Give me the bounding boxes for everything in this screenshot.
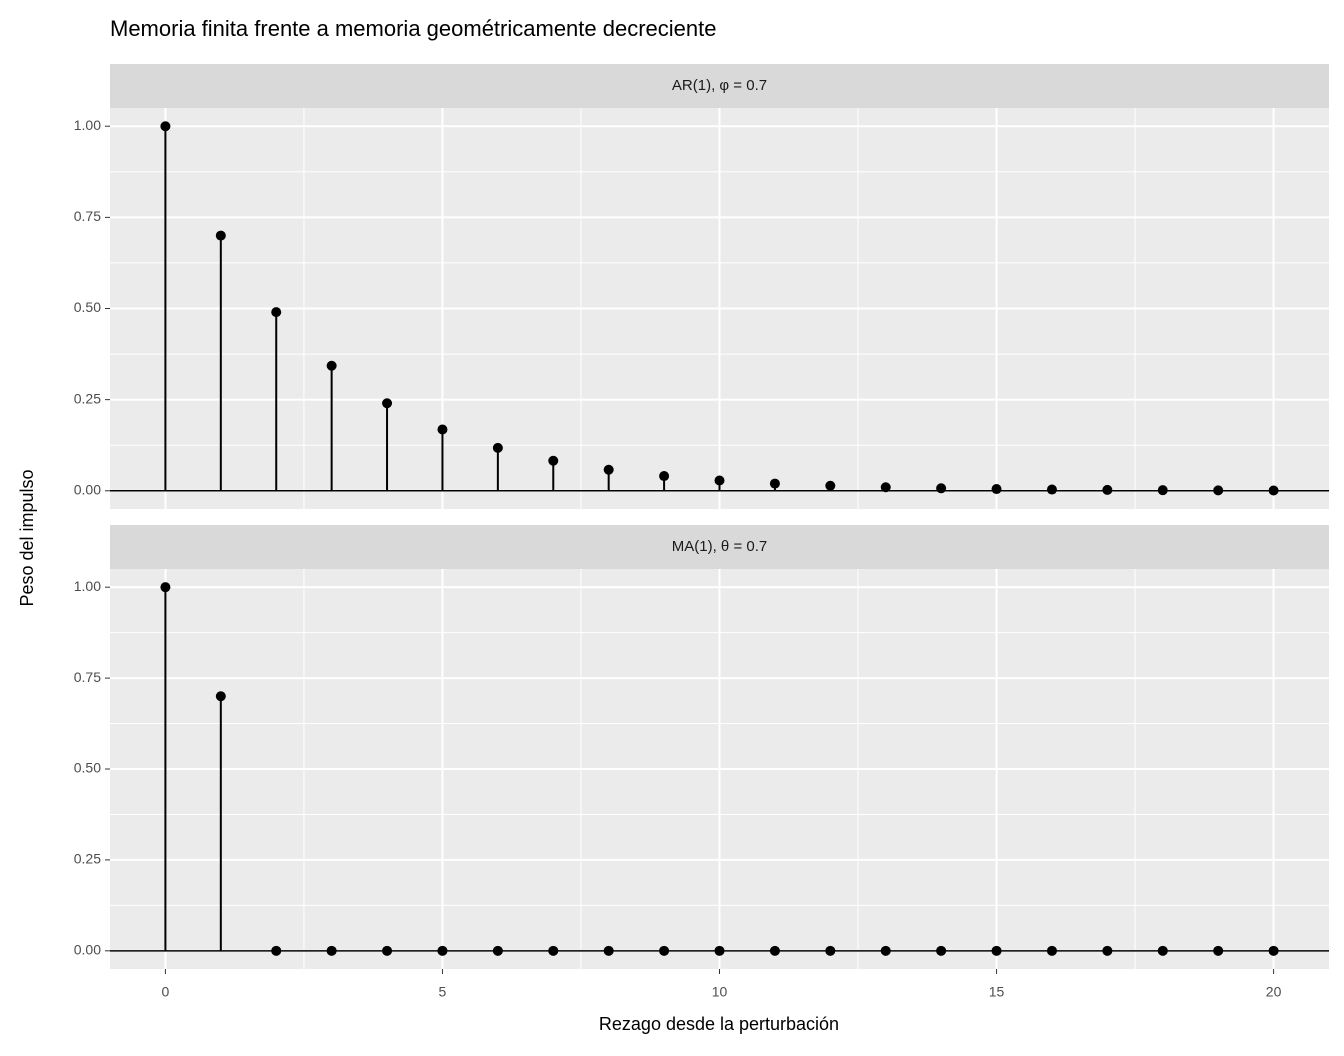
point (769, 945, 780, 956)
strip-label: AR(1), φ = 0.7 (672, 77, 767, 94)
point (160, 582, 171, 593)
y-tick-label: 0.00 (74, 481, 101, 497)
y-tick-label: 0.75 (74, 208, 101, 224)
point (326, 945, 337, 956)
point (1046, 945, 1057, 956)
point (1102, 945, 1113, 956)
y-axis-title: Peso del impulso (17, 469, 37, 606)
point (215, 230, 226, 241)
point (548, 455, 559, 466)
point (382, 398, 393, 409)
x-axis-title: Rezago desde la perturbación (599, 1014, 839, 1034)
point (1157, 945, 1168, 956)
point (991, 484, 1002, 495)
point (382, 945, 393, 956)
point (326, 360, 337, 371)
y-tick-label: 0.25 (74, 851, 101, 867)
point (603, 945, 614, 956)
point (437, 945, 448, 956)
point (1157, 485, 1168, 496)
point (1268, 485, 1279, 496)
point (215, 691, 226, 702)
x-tick-label: 15 (989, 984, 1005, 1000)
point (880, 945, 891, 956)
point (492, 442, 503, 453)
y-tick-label: 1.00 (74, 578, 101, 594)
point (880, 482, 891, 493)
x-tick-label: 20 (1266, 984, 1282, 1000)
point (603, 464, 614, 475)
y-tick-label: 0.25 (74, 390, 101, 406)
chart-title: Memoria finita frente a memoria geométri… (110, 16, 717, 41)
point (659, 471, 670, 482)
point (1213, 945, 1224, 956)
point (659, 945, 670, 956)
point (714, 945, 725, 956)
x-tick-label: 5 (439, 984, 447, 1000)
point (160, 121, 171, 132)
point (936, 945, 947, 956)
y-tick-label: 0.50 (74, 299, 101, 315)
point (437, 424, 448, 435)
point (825, 945, 836, 956)
x-tick-label: 10 (712, 984, 728, 1000)
x-tick-label: 0 (162, 984, 170, 1000)
strip-label: MA(1), θ = 0.7 (672, 538, 767, 555)
point (1213, 485, 1224, 496)
y-tick-label: 0.50 (74, 760, 101, 776)
point (714, 475, 725, 486)
y-tick-label: 1.00 (74, 117, 101, 133)
point (271, 945, 282, 956)
point (1268, 945, 1279, 956)
point (1102, 484, 1113, 495)
point (492, 945, 503, 956)
strip (110, 525, 1329, 569)
point (548, 945, 559, 956)
strip (110, 64, 1329, 108)
y-tick-label: 0.75 (74, 669, 101, 685)
point (769, 478, 780, 489)
point (825, 480, 836, 491)
point (1046, 484, 1057, 495)
point (991, 945, 1002, 956)
point (271, 307, 282, 318)
y-tick-label: 0.00 (74, 942, 101, 958)
point (936, 483, 947, 494)
